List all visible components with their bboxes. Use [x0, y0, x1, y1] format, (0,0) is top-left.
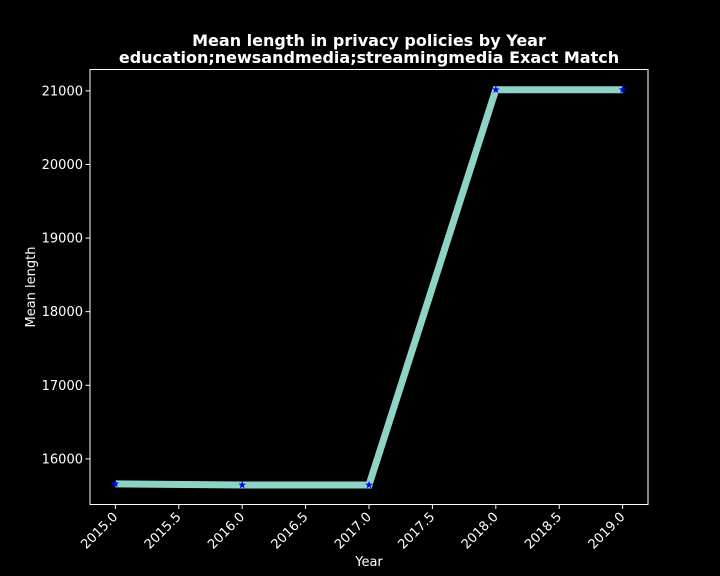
y-axis: 16000 17000 18000 19000 20000 21000: [42, 84, 90, 467]
data-point-marker: [492, 85, 500, 93]
data-point-marker: [111, 479, 120, 488]
series-line: [115, 86, 623, 489]
y-tick-label: 19000: [42, 232, 83, 247]
axes-frame: [89, 69, 649, 505]
x-tick-label: 2019.0: [586, 510, 629, 553]
y-tick-label: 21000: [42, 84, 83, 99]
x-tick-label: 2017.0: [332, 510, 375, 553]
chart-title: Mean length in privacy policies by Year: [192, 31, 546, 50]
x-tick-label: 2016.0: [205, 510, 248, 553]
data-point-marker: [618, 85, 627, 93]
x-axis-label: Year: [354, 555, 383, 570]
x-tick-label: 2018.5: [522, 510, 565, 553]
x-tick-label: 2018.0: [459, 510, 502, 553]
y-tick-label: 18000: [42, 305, 83, 320]
y-tick-label: 20000: [42, 158, 83, 173]
y-tick-label: 16000: [42, 452, 83, 467]
x-tick-label: 2015.0: [78, 510, 121, 553]
y-axis-label: Mean length: [24, 247, 39, 328]
y-tick-label: 17000: [42, 379, 83, 394]
x-tick-label: 2017.5: [395, 510, 438, 553]
x-tick-label: 2016.5: [269, 510, 312, 553]
x-axis: 2015.0 2015.5 2016.0 2016.5 2017.0 2017.5 2018…: [78, 504, 629, 553]
chart-subtitle: education;newsandmedia;streamingmedia Ex…: [119, 48, 619, 67]
data-point-marker: [365, 480, 373, 489]
x-tick-label: 2015.5: [142, 510, 185, 553]
data-point-marker: [238, 480, 246, 489]
plot-area: [111, 85, 627, 489]
